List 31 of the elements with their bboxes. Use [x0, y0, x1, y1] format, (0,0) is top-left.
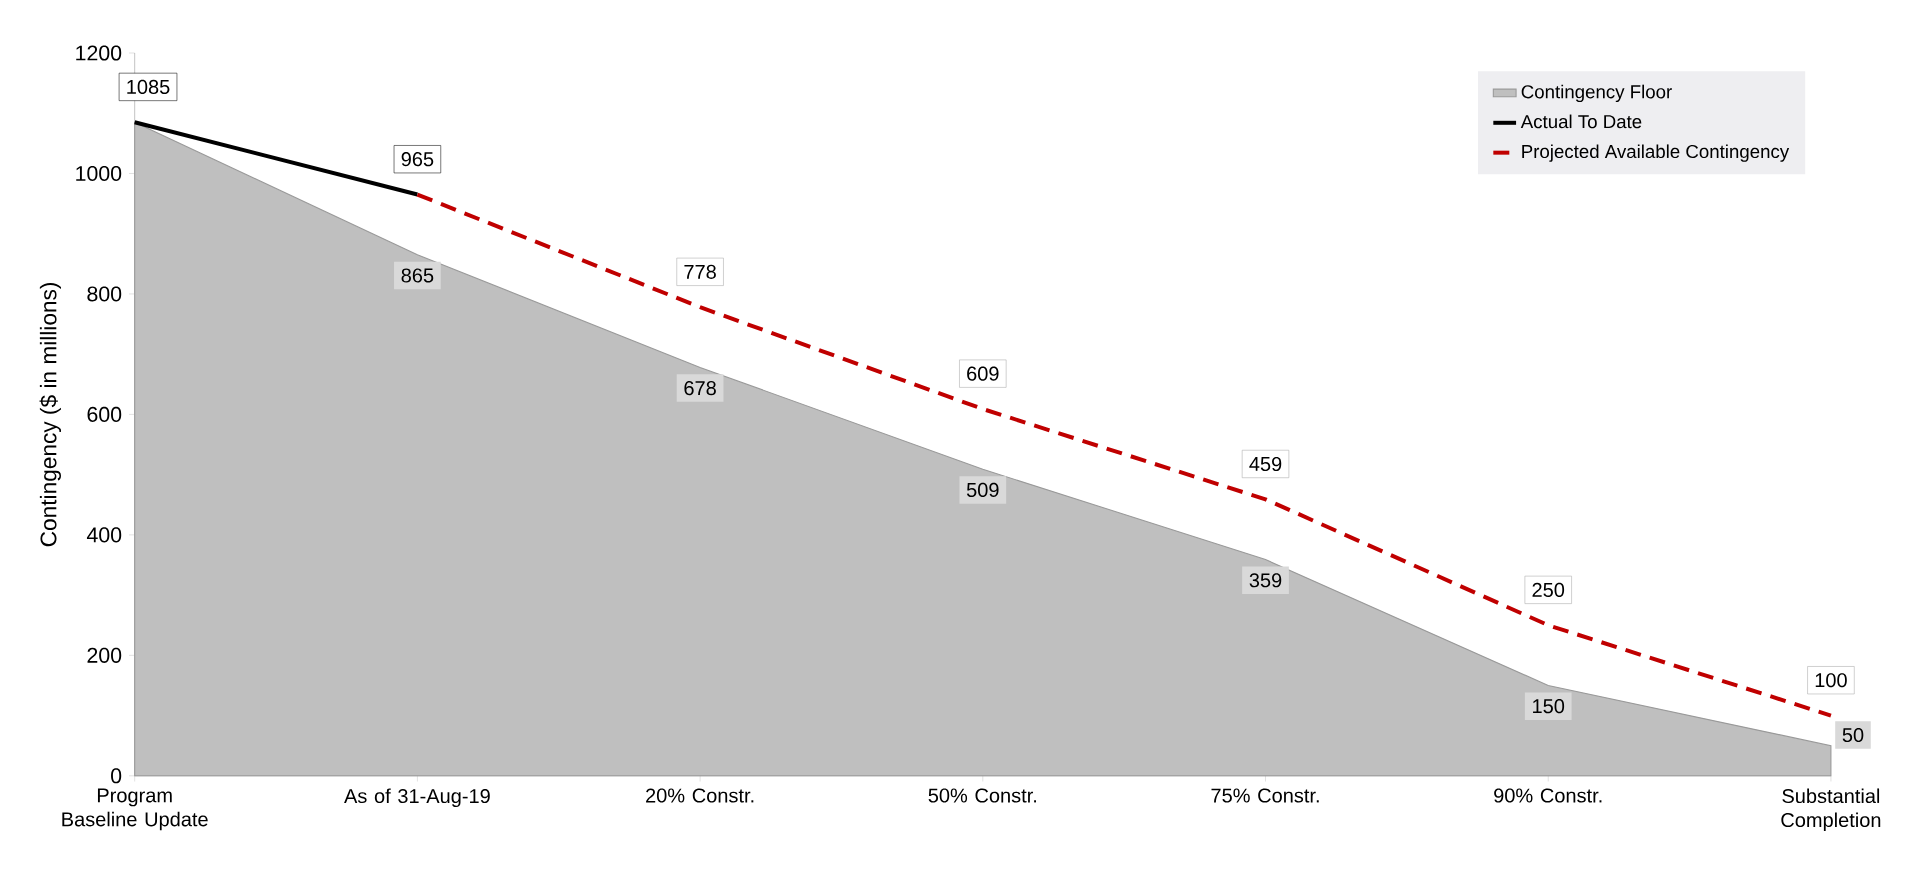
data-label: 150 — [1533, 698, 1565, 714]
data-label: 1085 — [127, 79, 170, 94]
x-tick-label: 20% Constr. — [646, 788, 754, 803]
x-tick-label: 90% Constr. — [1494, 788, 1602, 803]
legend-label: Contingency Floor — [1521, 84, 1672, 102]
x-tick-label: Substantial Completion — [1781, 788, 1881, 831]
data-label: 509 — [966, 482, 999, 497]
y-tick-label: 1200 — [76, 45, 122, 61]
x-tick-label: As of 31-Aug-19 — [344, 788, 490, 807]
y-tick-label: 0 — [111, 768, 122, 784]
data-label: 459 — [1249, 456, 1282, 471]
y-tick-label: 600 — [87, 406, 122, 422]
y-tick-label: 1000 — [76, 165, 122, 181]
data-label: 678 — [684, 380, 716, 396]
data-label: 250 — [1532, 582, 1565, 597]
x-tick-label: Program Baseline Update — [62, 788, 208, 831]
legend-label: Actual To Date — [1520, 114, 1642, 129]
data-label: 965 — [401, 152, 434, 167]
y-tick-label: 200 — [87, 647, 122, 663]
y-axis-title: Contingency ($ in millions) — [39, 282, 61, 547]
data-label: 609 — [967, 366, 999, 381]
data-label: 50 — [1842, 727, 1864, 743]
x-tick-label: 50% Constr. — [928, 788, 1037, 803]
data-label: 359 — [1249, 573, 1282, 588]
y-tick-label: 400 — [86, 527, 122, 543]
y-tick-label: 800 — [87, 286, 122, 302]
x-tick-label: 75% Constr. — [1211, 788, 1319, 803]
data-label: 100 — [1815, 673, 1847, 688]
data-label: 865 — [401, 268, 434, 283]
data-label: 778 — [684, 264, 716, 279]
legend-label: Projected Available Contingency — [1522, 144, 1790, 162]
